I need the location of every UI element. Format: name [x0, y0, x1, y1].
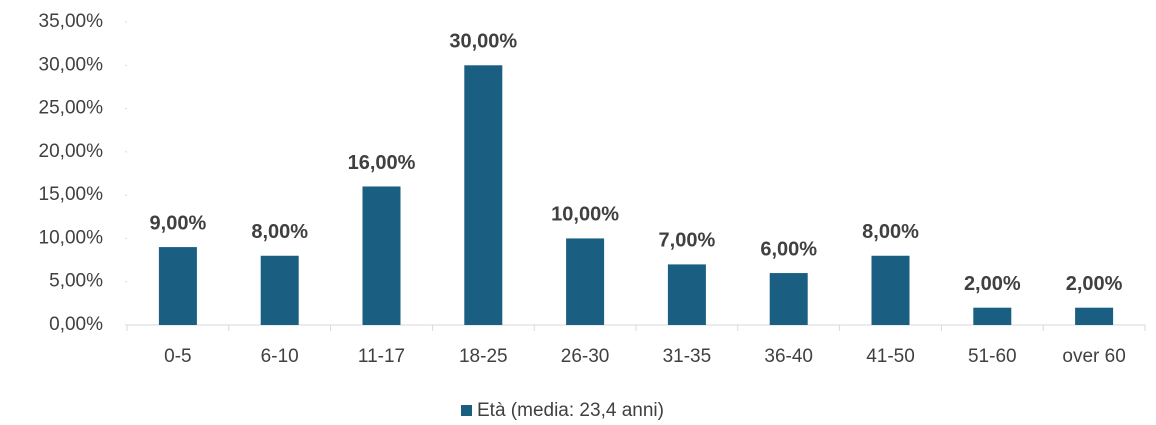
bar	[973, 307, 1012, 325]
bar	[566, 238, 605, 325]
bar	[260, 255, 299, 325]
data-label: 8,00%	[251, 221, 308, 243]
bar	[362, 186, 401, 325]
bar	[667, 264, 706, 325]
data-label: 2,00%	[964, 273, 1021, 295]
legend-label: Età (media: 23,4 anni)	[477, 400, 664, 421]
x-tick-label: 11-17	[358, 346, 405, 367]
bar	[158, 247, 197, 325]
x-tick-label: 0-5	[164, 346, 191, 367]
y-tick-label: 35,00%	[39, 11, 104, 32]
y-tick-label: 20,00%	[39, 141, 104, 162]
x-tick-label: 51-60	[968, 346, 1017, 367]
y-tick-label: 10,00%	[39, 227, 104, 248]
data-label: 9,00%	[150, 212, 207, 234]
data-label: 10,00%	[551, 204, 619, 226]
data-label: 30,00%	[449, 31, 517, 53]
data-label: 6,00%	[760, 238, 817, 260]
x-tick-label: 26-30	[561, 346, 610, 367]
x-tick-label: 18-25	[459, 346, 508, 367]
bar	[464, 65, 503, 326]
bar	[1075, 307, 1114, 325]
bar	[769, 273, 808, 325]
y-tick-label: 15,00%	[39, 184, 104, 205]
y-tick-label: 5,00%	[49, 271, 103, 292]
x-tick-label: 31-35	[663, 346, 712, 367]
y-tick-label: 0,00%	[49, 314, 103, 335]
x-tick-label: over 60	[1062, 346, 1125, 367]
data-label: 8,00%	[862, 221, 919, 243]
data-label: 16,00%	[348, 152, 416, 174]
y-tick-label: 30,00%	[39, 54, 104, 75]
bar	[871, 255, 910, 325]
x-tick-label: 36-40	[764, 346, 813, 367]
x-tick-label: 6-10	[261, 346, 299, 367]
data-label: 7,00%	[659, 230, 716, 252]
data-label: 2,00%	[1066, 273, 1123, 295]
y-tick-label: 25,00%	[39, 98, 104, 119]
legend-swatch	[461, 405, 472, 416]
x-tick-label: 41-50	[866, 346, 915, 367]
